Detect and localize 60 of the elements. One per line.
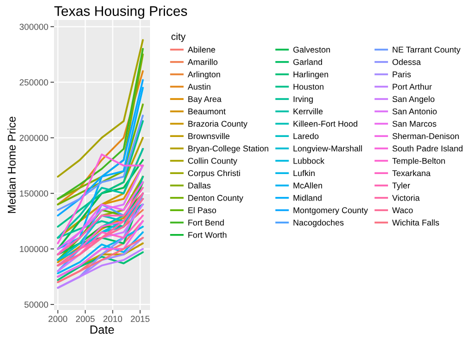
legend-title: city [171,32,186,42]
legend-label: Dallas [188,182,211,188]
legend-label: Austin [188,84,210,90]
legend-label: El Paso [188,207,216,214]
legend-label: Fort Worth [188,232,226,238]
x-tick-label: 2000 [48,316,68,322]
legend-label: Paris [392,71,411,78]
legend-label: Collin County [188,158,238,166]
legend-label: Nacogdoches [294,219,344,228]
legend-label: Irving [294,96,313,104]
legend-label: Beaumont [188,108,226,114]
legend-label: NE Tarrant County [392,46,460,54]
legend-label: Brazoria County [188,120,248,128]
legend-label: Kerrville [294,108,323,114]
legend-label: San Antonio [392,108,437,114]
legend-label: Garland [293,58,322,65]
legend-label: Harlingen [294,71,328,79]
legend-label: Laredo [294,132,319,140]
legend-label: Odessa [392,58,421,65]
y-axis-title: Median Home Price [8,116,16,213]
legend-label: Bay Area [188,96,222,104]
y-tick-label: 250000 [20,79,48,86]
legend-label: Victoria [392,194,420,201]
legend-label: Wichita Falls [392,219,440,226]
legend-label: Port Arthur [392,84,432,90]
legend-label: Midland [294,194,322,201]
legend-label: Tyler [392,182,410,190]
x-tick-label: 2005 [76,316,95,322]
legend-label: San Marcos [392,120,436,127]
legend-label: Amarillo [188,58,218,65]
legend-label: Corpus Christi [188,170,240,178]
legend-label: Sherman-Denison [392,132,459,140]
legend-label: Fort Bend [188,219,224,226]
legend-label: Arlington [188,71,220,79]
y-tick-label: 200000 [20,134,48,142]
y-tick-label: 100000 [20,246,48,252]
chart-title: Texas Housing Prices [54,6,188,19]
x-tick-label: 2015 [130,316,150,322]
y-tick-label: 150000 [20,190,48,197]
legend-label: Longview-Marshall [294,145,362,154]
legend-label: Waco [392,207,413,214]
legend-label: Montgomery County [294,207,368,215]
legend-label: Lufkin [294,170,315,176]
legend-label: McAllen [294,182,322,188]
legend-label: Brownsville [188,132,230,140]
legend-label: Texarkana [392,170,431,176]
legend-label: Killeen-Fort Hood [294,120,358,127]
legend-label: Temple-Belton [392,158,445,166]
x-axis-title: Date [90,326,114,334]
legend-label: Abilene [188,46,216,53]
legend-label: Denton County [188,194,244,202]
x-tick-label: 2010 [103,316,122,322]
legend-label: Bryan-College Station [188,145,268,154]
y-tick-label: 300000 [20,24,48,30]
legend-label: South Padre Island [392,145,462,152]
legend-label: Houston [294,84,324,90]
legend-label: Galveston [293,46,330,53]
y-tick-label: 50000 [24,302,48,308]
legend-label: San Angelo [392,96,434,104]
legend-label: Lubbock [294,158,324,164]
